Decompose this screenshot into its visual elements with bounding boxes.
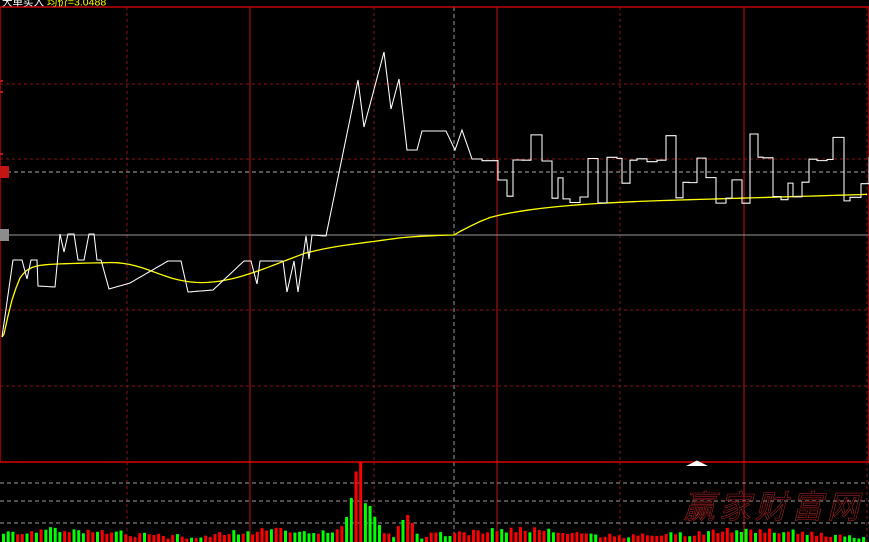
svg-text:赢家财富网: 赢家财富网 xyxy=(683,489,863,525)
